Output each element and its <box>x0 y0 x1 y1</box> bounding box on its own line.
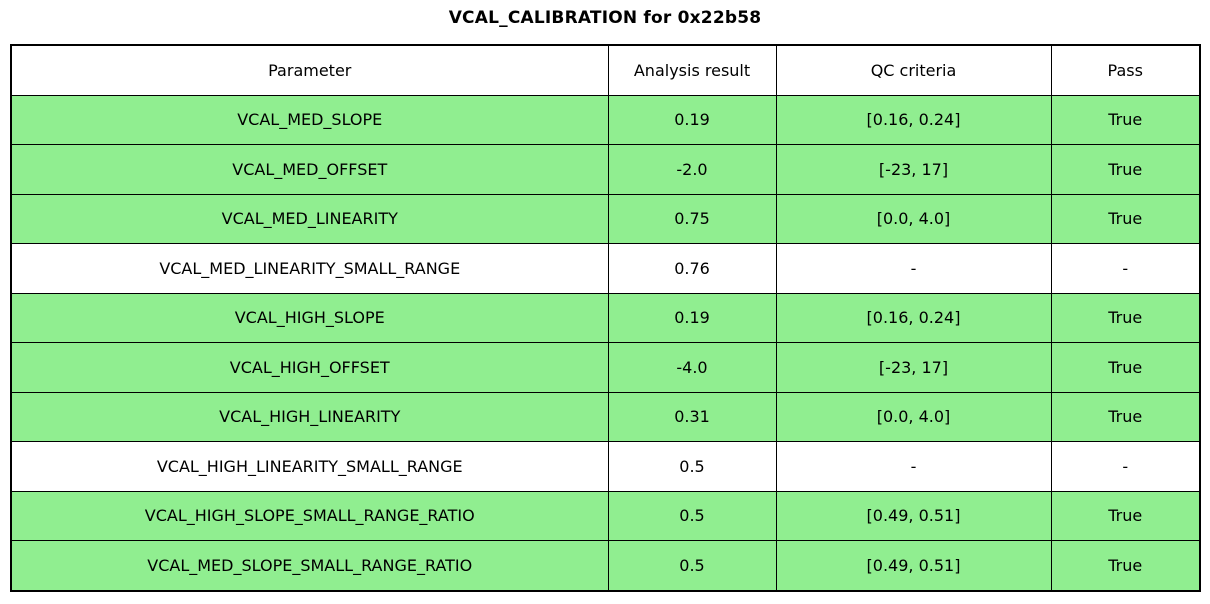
pass-cell: True <box>1050 193 1201 244</box>
col-header-pass: Pass <box>1050 44 1201 96</box>
col-header-analysis-result: Analysis result <box>607 44 777 96</box>
analysis-result-cell: 0.75 <box>607 193 777 244</box>
table-row: VCAL_HIGH_OFFSET -4.0 [-23, 17] True <box>10 342 1201 393</box>
col-header-parameter: Parameter <box>10 44 609 96</box>
pass-cell: True <box>1050 391 1201 442</box>
analysis-result-cell: 0.5 <box>607 490 777 541</box>
col-header-qc-criteria: QC criteria <box>775 44 1052 96</box>
page-title: VCAL_CALIBRATION for 0x22b58 <box>448 8 762 28</box>
parameter-cell: VCAL_MED_OFFSET <box>10 144 609 195</box>
analysis-result-cell: -2.0 <box>607 144 777 195</box>
qc-criteria-cell: [-23, 17] <box>775 144 1052 195</box>
table-row: VCAL_MED_SLOPE 0.19 [0.16, 0.24] True <box>10 94 1201 145</box>
qc-criteria-cell: [-23, 17] <box>775 342 1052 393</box>
table-row: VCAL_HIGH_SLOPE_SMALL_RANGE_RATIO 0.5 [0… <box>10 490 1201 541</box>
parameter-cell: VCAL_HIGH_SLOPE <box>10 292 609 343</box>
pass-cell: True <box>1050 144 1201 195</box>
parameter-cell: VCAL_HIGH_LINEARITY <box>10 391 609 442</box>
qc-criteria-cell: [0.0, 4.0] <box>775 193 1052 244</box>
analysis-result-cell: -4.0 <box>607 342 777 393</box>
table-row: VCAL_MED_LINEARITY 0.75 [0.0, 4.0] True <box>10 193 1201 244</box>
table-row: VCAL_HIGH_LINEARITY 0.31 [0.0, 4.0] True <box>10 391 1201 442</box>
pass-cell: True <box>1050 94 1201 145</box>
pass-cell: True <box>1050 292 1201 343</box>
qc-criteria-cell: [0.0, 4.0] <box>775 391 1052 442</box>
qc-criteria-cell: - <box>775 441 1052 492</box>
parameter-cell: VCAL_MED_LINEARITY <box>10 193 609 244</box>
analysis-result-cell: 0.19 <box>607 292 777 343</box>
qc-criteria-cell: [0.16, 0.24] <box>775 292 1052 343</box>
pass-cell: True <box>1050 490 1201 541</box>
qc-results-table: Parameter Analysis result QC criteria Pa… <box>10 44 1201 592</box>
parameter-cell: VCAL_HIGH_OFFSET <box>10 342 609 393</box>
table-row: VCAL_HIGH_LINEARITY_SMALL_RANGE 0.5 - - <box>10 441 1201 492</box>
qc-criteria-cell: [0.49, 0.51] <box>775 490 1052 541</box>
table-row: VCAL_MED_SLOPE_SMALL_RANGE_RATIO 0.5 [0.… <box>10 540 1201 591</box>
parameter-cell: VCAL_MED_SLOPE_SMALL_RANGE_RATIO <box>10 540 609 591</box>
pass-cell: True <box>1050 342 1201 393</box>
qc-criteria-cell: - <box>775 243 1052 294</box>
parameter-cell: VCAL_HIGH_SLOPE_SMALL_RANGE_RATIO <box>10 490 609 541</box>
header-row: Parameter Analysis result QC criteria Pa… <box>10 44 1201 96</box>
qc-criteria-cell: [0.16, 0.24] <box>775 94 1052 145</box>
pass-cell: True <box>1050 540 1201 591</box>
pass-cell: - <box>1050 441 1201 492</box>
pass-cell: - <box>1050 243 1201 294</box>
analysis-result-cell: 0.76 <box>607 243 777 294</box>
analysis-result-cell: 0.19 <box>607 94 777 145</box>
qc-criteria-cell: [0.49, 0.51] <box>775 540 1052 591</box>
parameter-cell: VCAL_HIGH_LINEARITY_SMALL_RANGE <box>10 441 609 492</box>
parameter-cell: VCAL_MED_SLOPE <box>10 94 609 145</box>
analysis-result-cell: 0.31 <box>607 391 777 442</box>
analysis-result-cell: 0.5 <box>607 540 777 591</box>
table-row: VCAL_HIGH_SLOPE 0.19 [0.16, 0.24] True <box>10 292 1201 343</box>
table-row: VCAL_MED_OFFSET -2.0 [-23, 17] True <box>10 144 1201 195</box>
table-row: VCAL_MED_LINEARITY_SMALL_RANGE 0.76 - - <box>10 243 1201 294</box>
analysis-result-cell: 0.5 <box>607 441 777 492</box>
parameter-cell: VCAL_MED_LINEARITY_SMALL_RANGE <box>10 243 609 294</box>
